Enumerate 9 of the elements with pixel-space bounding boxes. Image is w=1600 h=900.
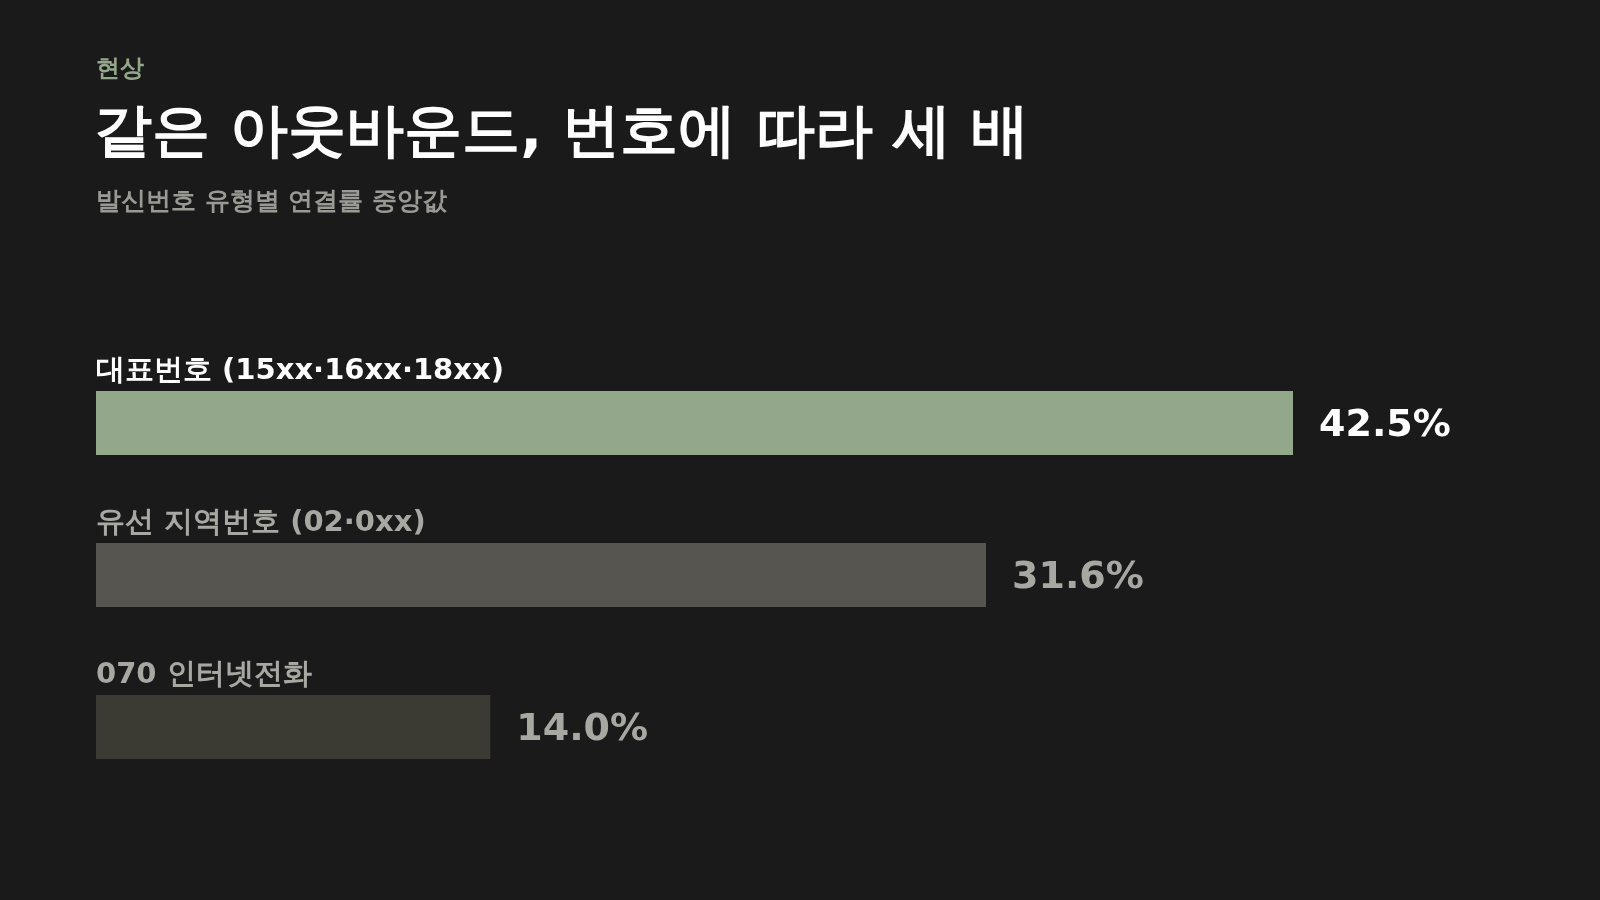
text: 현상 — [96, 53, 144, 84]
chart-title: 같은 아웃바운드, 번호에 따라 세 배 — [94, 95, 1029, 166]
y-tick-label: 대표번호 (15xx·16xx·18xx) — [96, 352, 504, 386]
data-label: 42.5% — [1319, 401, 1451, 445]
y-tick-label: 유선 지역번호 (02·0xx) — [96, 504, 426, 538]
chart-subtitle: 발신번호 유형별 연결률 중앙값 — [96, 185, 448, 217]
y-tick-label: 070 인터넷전화 — [96, 656, 312, 690]
data-label: 31.6% — [1012, 553, 1144, 597]
data-label: 14.0% — [516, 705, 649, 749]
